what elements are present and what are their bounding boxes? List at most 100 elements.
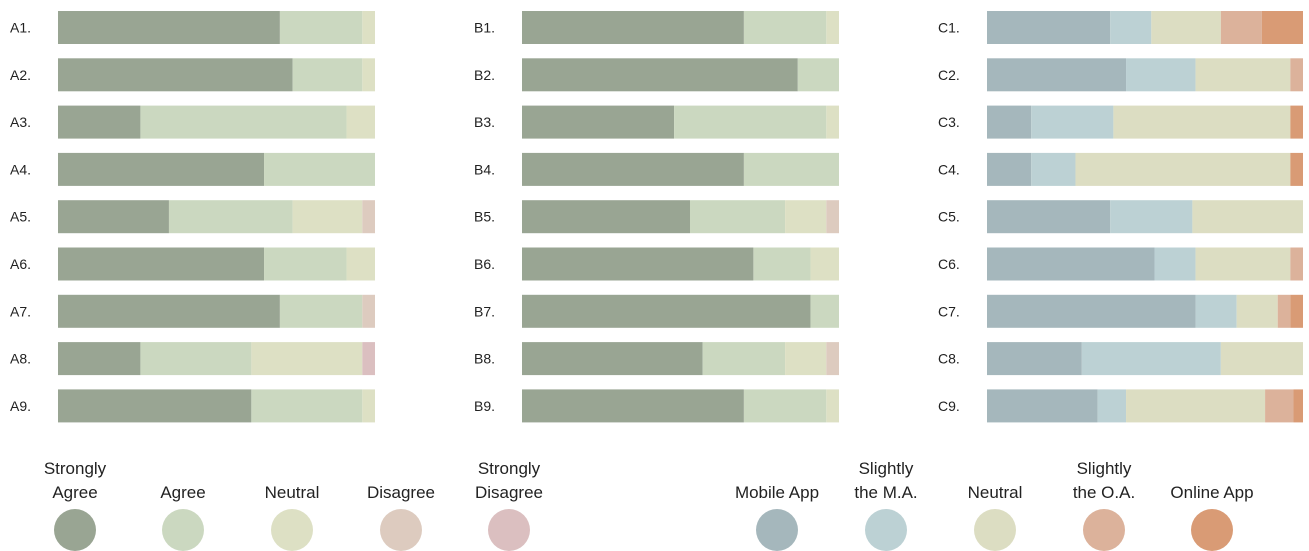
bar-segment-disagree	[362, 294, 375, 328]
bar-segment-agree	[264, 247, 347, 281]
legend-item: Slightly the O.A.	[1073, 459, 1135, 551]
legend-item: Neutral	[968, 483, 1022, 551]
bar-row: A4.	[10, 152, 375, 186]
row-label: B4.	[474, 161, 495, 177]
row-label: C1.	[938, 20, 960, 36]
row-label: B2.	[474, 67, 495, 83]
bar-segment-strongly-agree	[58, 58, 293, 92]
bar-segment-neutral	[810, 247, 839, 281]
bar-segment-agree	[292, 58, 363, 92]
bar-segment-mobile-app	[987, 58, 1127, 92]
bar-segment-strongly-agree	[522, 294, 811, 328]
row-label: C2.	[938, 67, 960, 83]
bar-segment-mobile-app	[987, 105, 1032, 139]
bar-segment-neutral	[346, 105, 375, 139]
legend-swatch	[54, 509, 96, 551]
row-label: A5.	[10, 209, 31, 225]
legend-swatch	[1191, 509, 1233, 551]
bar-segment-neutral	[785, 342, 827, 376]
legend-label: Disagree	[367, 483, 435, 502]
bar-row: B2.	[474, 58, 839, 92]
legend-label: the M.A.	[854, 483, 917, 502]
bar-segment-slightly-the-m-a	[1097, 389, 1127, 423]
row-label: A3.	[10, 114, 31, 130]
bar-row: B8.	[474, 342, 839, 376]
bar-segment-neutral	[1220, 342, 1303, 376]
bar-segment-strongly-agree	[58, 152, 265, 186]
row-label: C9.	[938, 398, 960, 414]
legend-swatch	[756, 509, 798, 551]
bar-segment-strongly-agree	[522, 11, 744, 44]
bar-segment-neutral	[292, 200, 363, 234]
row-label: A7.	[10, 303, 31, 319]
legend-swatch	[974, 509, 1016, 551]
bar-segment-online-app	[1293, 389, 1303, 423]
bar-segment-neutral	[362, 58, 375, 92]
bar-segment-strongly-agree	[522, 389, 744, 423]
bar-row: B4.	[474, 152, 839, 186]
bar-row: A5.	[10, 200, 375, 234]
bar-segment-slightly-the-m-a	[1154, 247, 1196, 281]
bar-segment-strongly-agree	[58, 294, 280, 328]
bar-row: C3.	[938, 105, 1303, 139]
row-label: B3.	[474, 114, 495, 130]
bar-segment-agree	[797, 58, 839, 92]
bar-segment-neutral	[1236, 294, 1278, 328]
row-label: A2.	[10, 67, 31, 83]
row-label: A4.	[10, 161, 31, 177]
row-label: B7.	[474, 303, 495, 319]
bar-segment-neutral	[826, 11, 839, 44]
legend-label: the O.A.	[1073, 483, 1135, 502]
bar-segment-slightly-the-o-a	[1290, 58, 1303, 92]
bar-segment-strongly-agree	[522, 342, 703, 376]
bar-segment-slightly-the-m-a	[1110, 11, 1152, 44]
bar-row: C4.	[938, 152, 1303, 186]
legend-item: Disagree	[367, 483, 435, 551]
bar-segment-slightly-the-o-a	[1290, 247, 1303, 281]
bar-segment-neutral	[1192, 200, 1303, 234]
bar-segment-strongly-agree	[58, 342, 141, 376]
bar-segment-online-app	[1261, 11, 1303, 44]
bar-segment-slightly-the-m-a	[1081, 342, 1221, 376]
bar-segment-agree	[810, 294, 839, 328]
bar-row: C7.	[938, 294, 1303, 328]
bar-row: A8.	[10, 342, 375, 376]
row-label: A1.	[10, 20, 31, 36]
legend-label: Slightly	[1077, 459, 1132, 478]
bar-row: A2.	[10, 58, 375, 92]
bar-segment-strongly-agree	[58, 389, 252, 423]
bar-segment-strongly-agree	[58, 11, 280, 44]
bar-row: C1.	[938, 11, 1303, 44]
bar-segment-slightly-the-o-a	[1220, 11, 1262, 44]
legend-label: Agree	[52, 483, 97, 502]
bar-segment-slightly-the-m-a	[1110, 200, 1193, 234]
legend-label: Disagree	[475, 483, 543, 502]
bar-segment-slightly-the-o-a	[1265, 389, 1294, 423]
row-label: C7.	[938, 303, 960, 319]
legend-label: Online App	[1170, 483, 1253, 502]
legend-swatch	[1083, 509, 1125, 551]
bar-segment-strongly-agree	[58, 105, 141, 139]
bar-segment-neutral	[1195, 247, 1291, 281]
bar-segment-neutral	[826, 105, 839, 139]
row-label: A6.	[10, 256, 31, 272]
bar-segment-neutral	[1195, 58, 1291, 92]
bar-row: B1.	[474, 11, 839, 44]
bar-row: C8.	[938, 342, 1303, 376]
bar-row: C5.	[938, 200, 1303, 234]
bar-segment-neutral	[826, 389, 839, 423]
legend-app-preference: Mobile App Slightly the M.A. Neutral Slightl…	[735, 459, 1254, 551]
bar-row: A9.	[10, 389, 375, 423]
row-label: A8.	[10, 351, 31, 367]
legend-label: Neutral	[265, 483, 320, 502]
legend-item: Online App	[1170, 483, 1254, 551]
legend-swatch	[162, 509, 204, 551]
bar-row: A1.	[10, 11, 375, 44]
row-label: C8.	[938, 351, 960, 367]
bar-segment-agree	[168, 200, 293, 234]
legend-item: Strongly Disagree	[475, 459, 543, 551]
bar-segment-agree	[264, 152, 375, 186]
bar-segment-neutral	[251, 342, 363, 376]
bar-segment-mobile-app	[987, 200, 1111, 234]
